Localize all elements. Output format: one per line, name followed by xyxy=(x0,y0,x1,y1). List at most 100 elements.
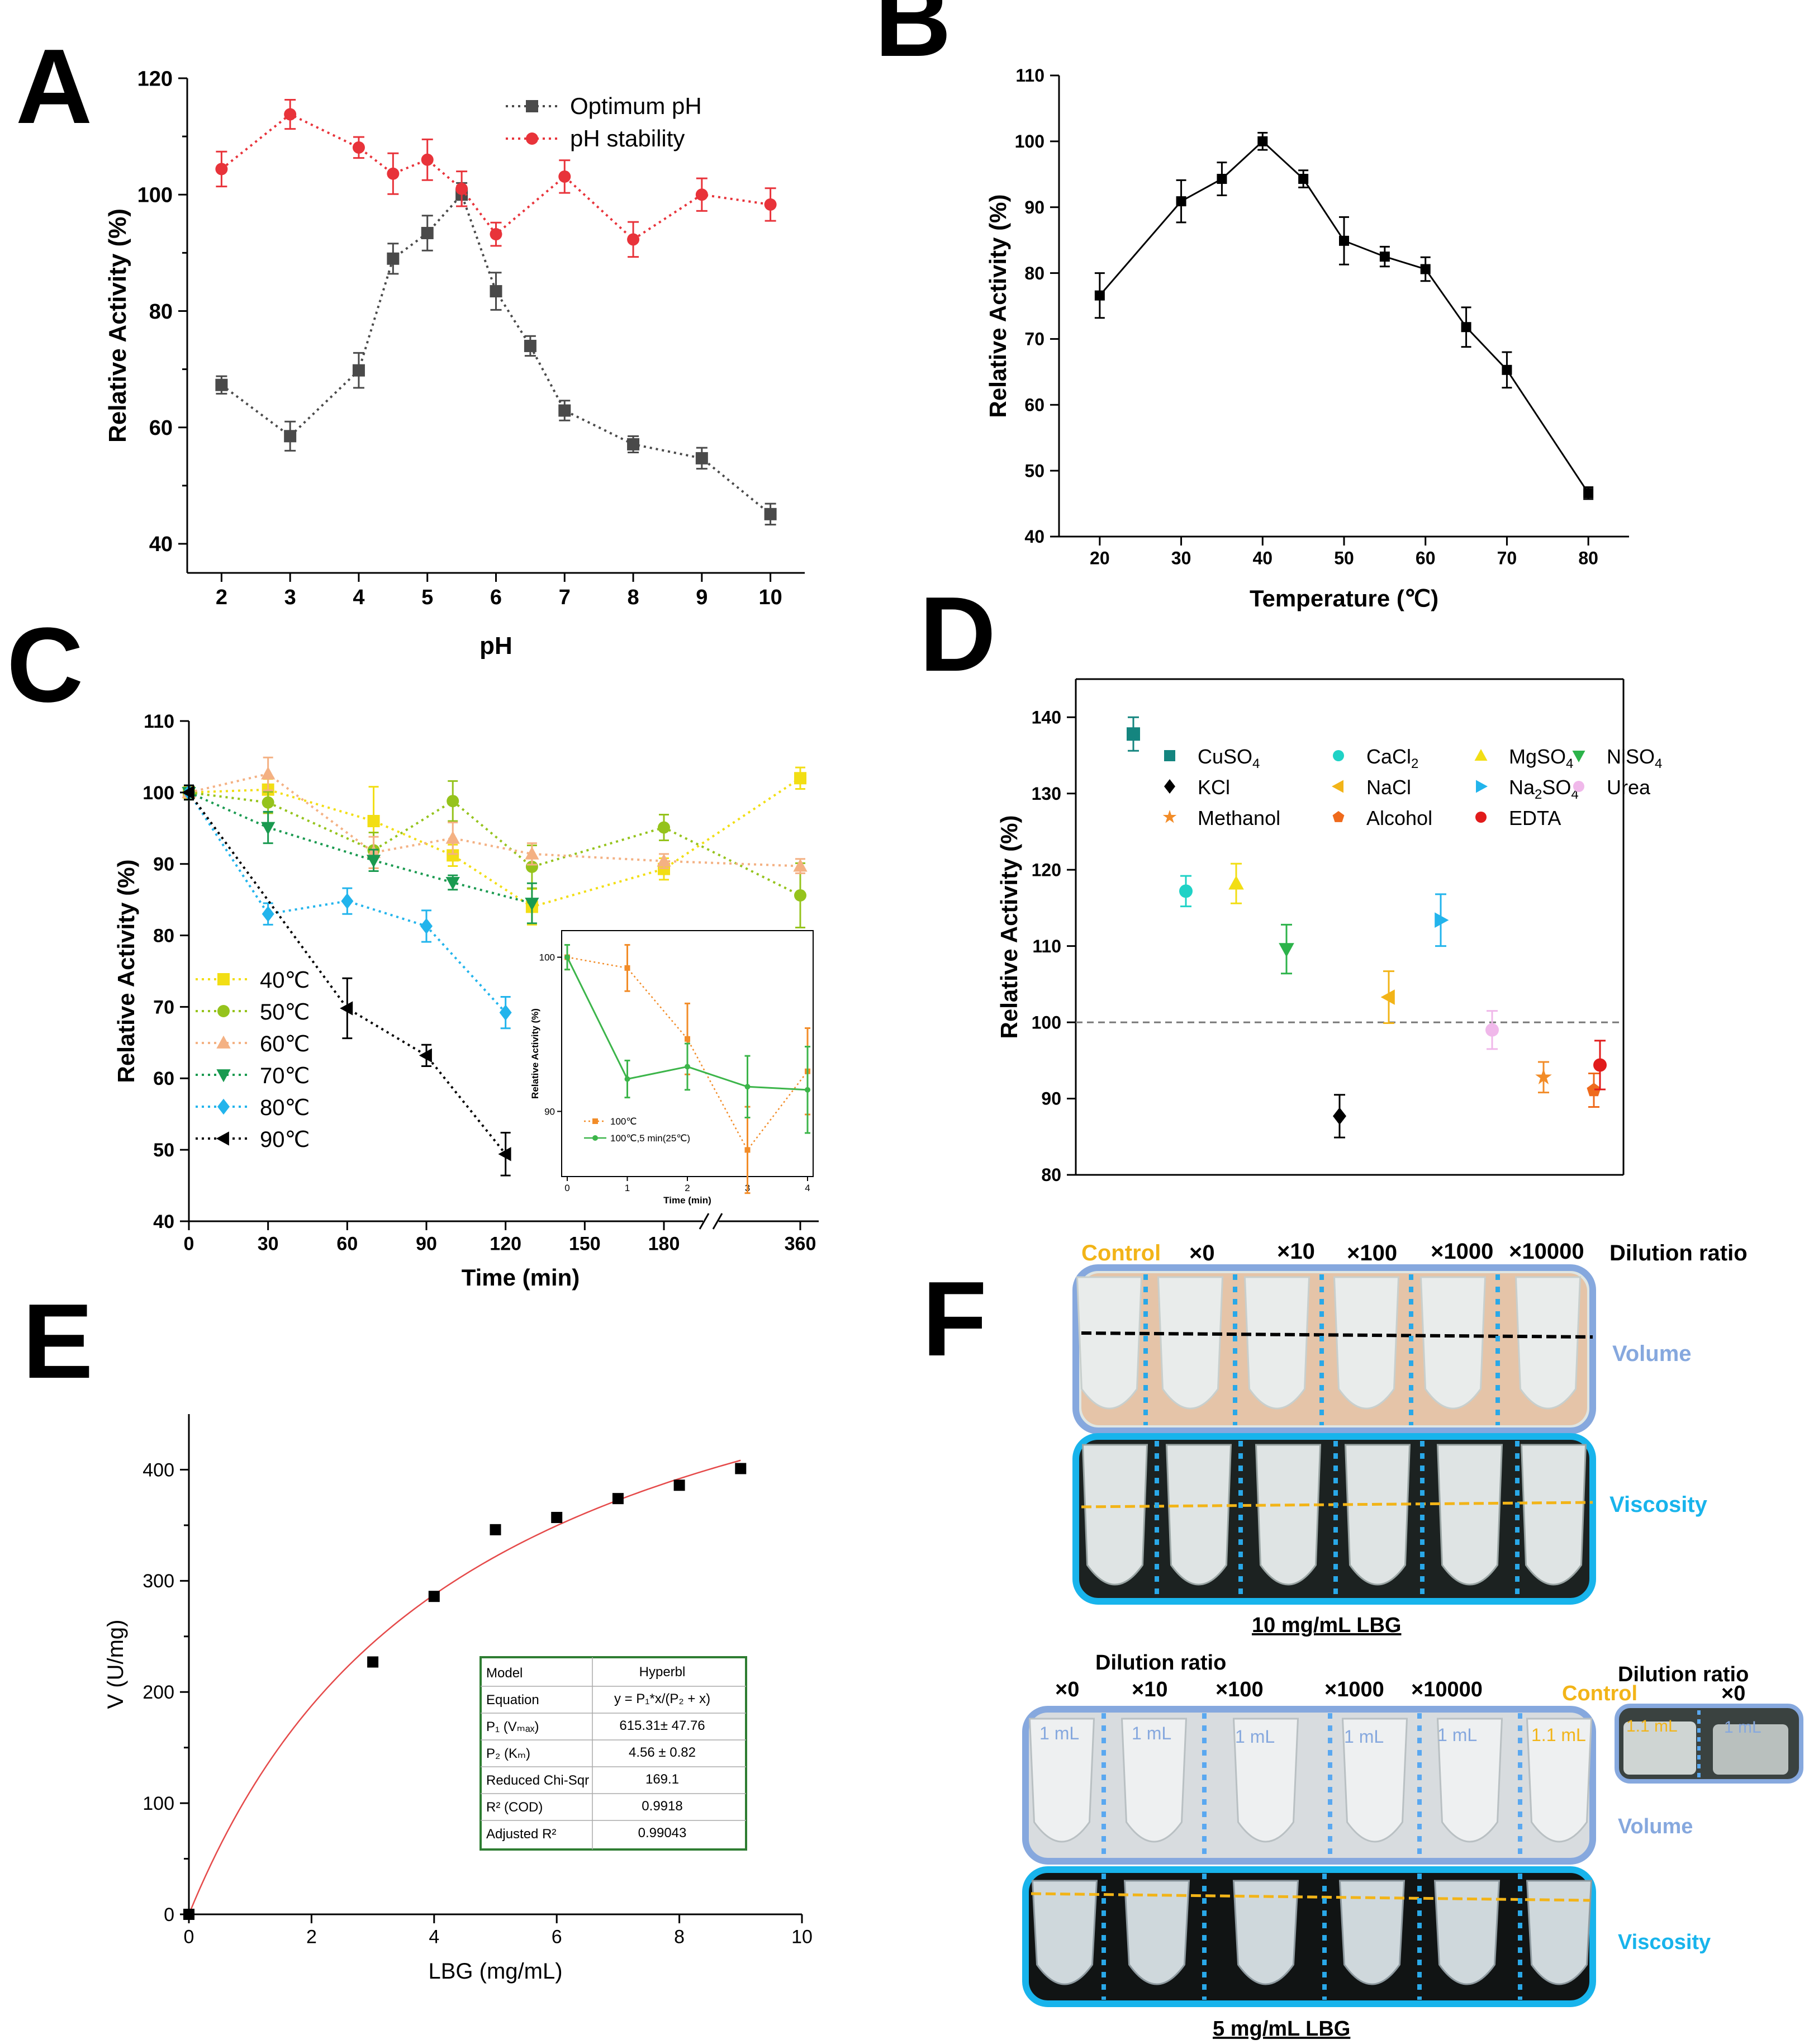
legend-marker xyxy=(526,132,538,145)
tube xyxy=(1433,1880,1501,1985)
data-point xyxy=(181,785,194,800)
x-tick-label: 0 xyxy=(184,1927,194,1948)
bottom-caption: 5 mg/mL LBG xyxy=(1213,2017,1350,2041)
data-point xyxy=(735,1463,747,1474)
data-point xyxy=(352,364,365,377)
axis-break-gap xyxy=(703,1215,719,1228)
legend-marker xyxy=(1474,749,1488,761)
bottom-volume-photo xyxy=(1022,1706,1596,1865)
data-point xyxy=(612,1493,624,1505)
x-tick-label: 30 xyxy=(1171,548,1191,568)
series-line-5 xyxy=(188,791,507,1155)
x-tick-label: 50 xyxy=(1334,548,1354,568)
legend-marker xyxy=(1475,812,1487,823)
inset-x-tick-label: 1 xyxy=(625,1183,630,1193)
series-line-0 xyxy=(188,777,801,908)
legend-marker xyxy=(217,1098,230,1115)
legend-label: KCl xyxy=(1198,776,1230,799)
data-point xyxy=(421,226,434,239)
fit-table-key: Reduced Chi-Sqr xyxy=(486,1773,589,1788)
tube xyxy=(1081,1444,1148,1586)
side-x0-label: ×0 xyxy=(1721,1682,1745,1705)
top-ratio-label: Dilution ratio xyxy=(1609,1241,1748,1265)
tube xyxy=(1123,1880,1190,1985)
data-point xyxy=(524,339,536,352)
data-point xyxy=(490,228,502,241)
tube xyxy=(1344,1444,1411,1586)
x-tick-label: 20 xyxy=(1090,548,1110,568)
tube xyxy=(1514,1276,1582,1410)
series-line-3 xyxy=(188,791,533,904)
data-point xyxy=(525,846,539,860)
fit-table-key: Adjusted R² xyxy=(486,1827,556,1842)
top-volume-tubes xyxy=(1076,1276,1582,1410)
data-point xyxy=(764,508,777,520)
fit-table-value: Hyperbl xyxy=(639,1664,686,1680)
data-point xyxy=(695,188,708,201)
x-tick-label: 6 xyxy=(552,1927,562,1948)
legend-marker xyxy=(1162,810,1177,823)
y-tick-label: 200 xyxy=(143,1682,174,1703)
x-tick-label: 60 xyxy=(336,1234,358,1255)
data-point xyxy=(1176,196,1186,207)
y-tick-label: 40 xyxy=(153,1211,174,1232)
data-point xyxy=(490,1524,501,1535)
x-tick-label: 90 xyxy=(416,1234,437,1255)
data-point xyxy=(658,821,670,834)
y-tick-label: 50 xyxy=(1024,461,1044,481)
inset-y-axis-title: Relative Activity (%) xyxy=(530,1008,540,1099)
tube-vol-3: 1 mL xyxy=(1235,1727,1275,1747)
bottom-x0-label: ×0 xyxy=(1055,1678,1079,1701)
top-caption: 10 mg/mL LBG xyxy=(1252,1614,1401,1637)
inset-legend-label: 100℃ xyxy=(610,1116,637,1127)
legend-label: NaCl xyxy=(1366,776,1411,799)
data-point xyxy=(421,153,434,166)
y-tick-label: 60 xyxy=(149,416,173,440)
bottom-volume-tubes xyxy=(1028,1718,1593,1843)
x-tick-label: 9 xyxy=(696,586,708,609)
data-point xyxy=(366,855,381,868)
data-point xyxy=(1587,1083,1601,1097)
series-line-1 xyxy=(221,113,771,241)
inset-x-axis-title: Time (min) xyxy=(663,1195,711,1206)
data-point xyxy=(1435,912,1449,928)
bottom-x100-label: ×100 xyxy=(1216,1678,1264,1701)
data-point xyxy=(387,252,400,265)
tube xyxy=(1157,1276,1224,1410)
tube xyxy=(1526,1718,1593,1843)
tube xyxy=(1255,1444,1322,1586)
panel-letter-d: D xyxy=(919,575,996,694)
legend-label: Methanol xyxy=(1198,807,1280,829)
y-tick-label: 40 xyxy=(149,533,173,556)
chart-optimum-ph: 40 60 80 100 120 2 3 4 5 6 7 8 9 10 pH Relative Activit… xyxy=(104,67,805,660)
data-point xyxy=(183,1909,194,1920)
chart-metal-ions: 80 90 100 110 120 130 140 Relative Activity (%)… xyxy=(996,678,1662,1185)
y-tick-label: 40 xyxy=(1024,527,1044,547)
tube xyxy=(1341,1718,1408,1843)
y-tick-label: 300 xyxy=(143,1571,174,1592)
legend-label: 70℃ xyxy=(260,1064,310,1088)
data-point xyxy=(215,378,228,391)
x-tick-label: 60 xyxy=(1416,548,1436,568)
y-tick-label: 120 xyxy=(137,67,173,91)
legend-marker xyxy=(1476,780,1488,793)
inset-x-tick-label: 2 xyxy=(685,1183,690,1193)
data-point xyxy=(1502,364,1512,375)
y-axis-title: Relative Activity (%) xyxy=(996,815,1022,1039)
x-tick-label: 120 xyxy=(490,1234,521,1255)
data-point xyxy=(1333,1107,1346,1125)
x-tick-label: 180 xyxy=(648,1234,680,1255)
legend-marker xyxy=(216,1069,231,1083)
data-point xyxy=(657,853,671,867)
inset-x-tick-label: 4 xyxy=(805,1183,810,1193)
legend-label: 40℃ xyxy=(260,968,310,993)
top-viscosity-photo xyxy=(1072,1433,1596,1605)
y-tick-label: 100 xyxy=(143,782,174,804)
x-tick-label: 4 xyxy=(353,586,364,609)
y-tick-label: 100 xyxy=(137,184,173,207)
x-tick-label: 7 xyxy=(559,586,571,609)
data-point xyxy=(499,1004,512,1021)
data-point xyxy=(498,1147,511,1161)
top-viscosity-label: Viscosity xyxy=(1609,1492,1708,1517)
x-tick-label: 4 xyxy=(429,1927,439,1948)
